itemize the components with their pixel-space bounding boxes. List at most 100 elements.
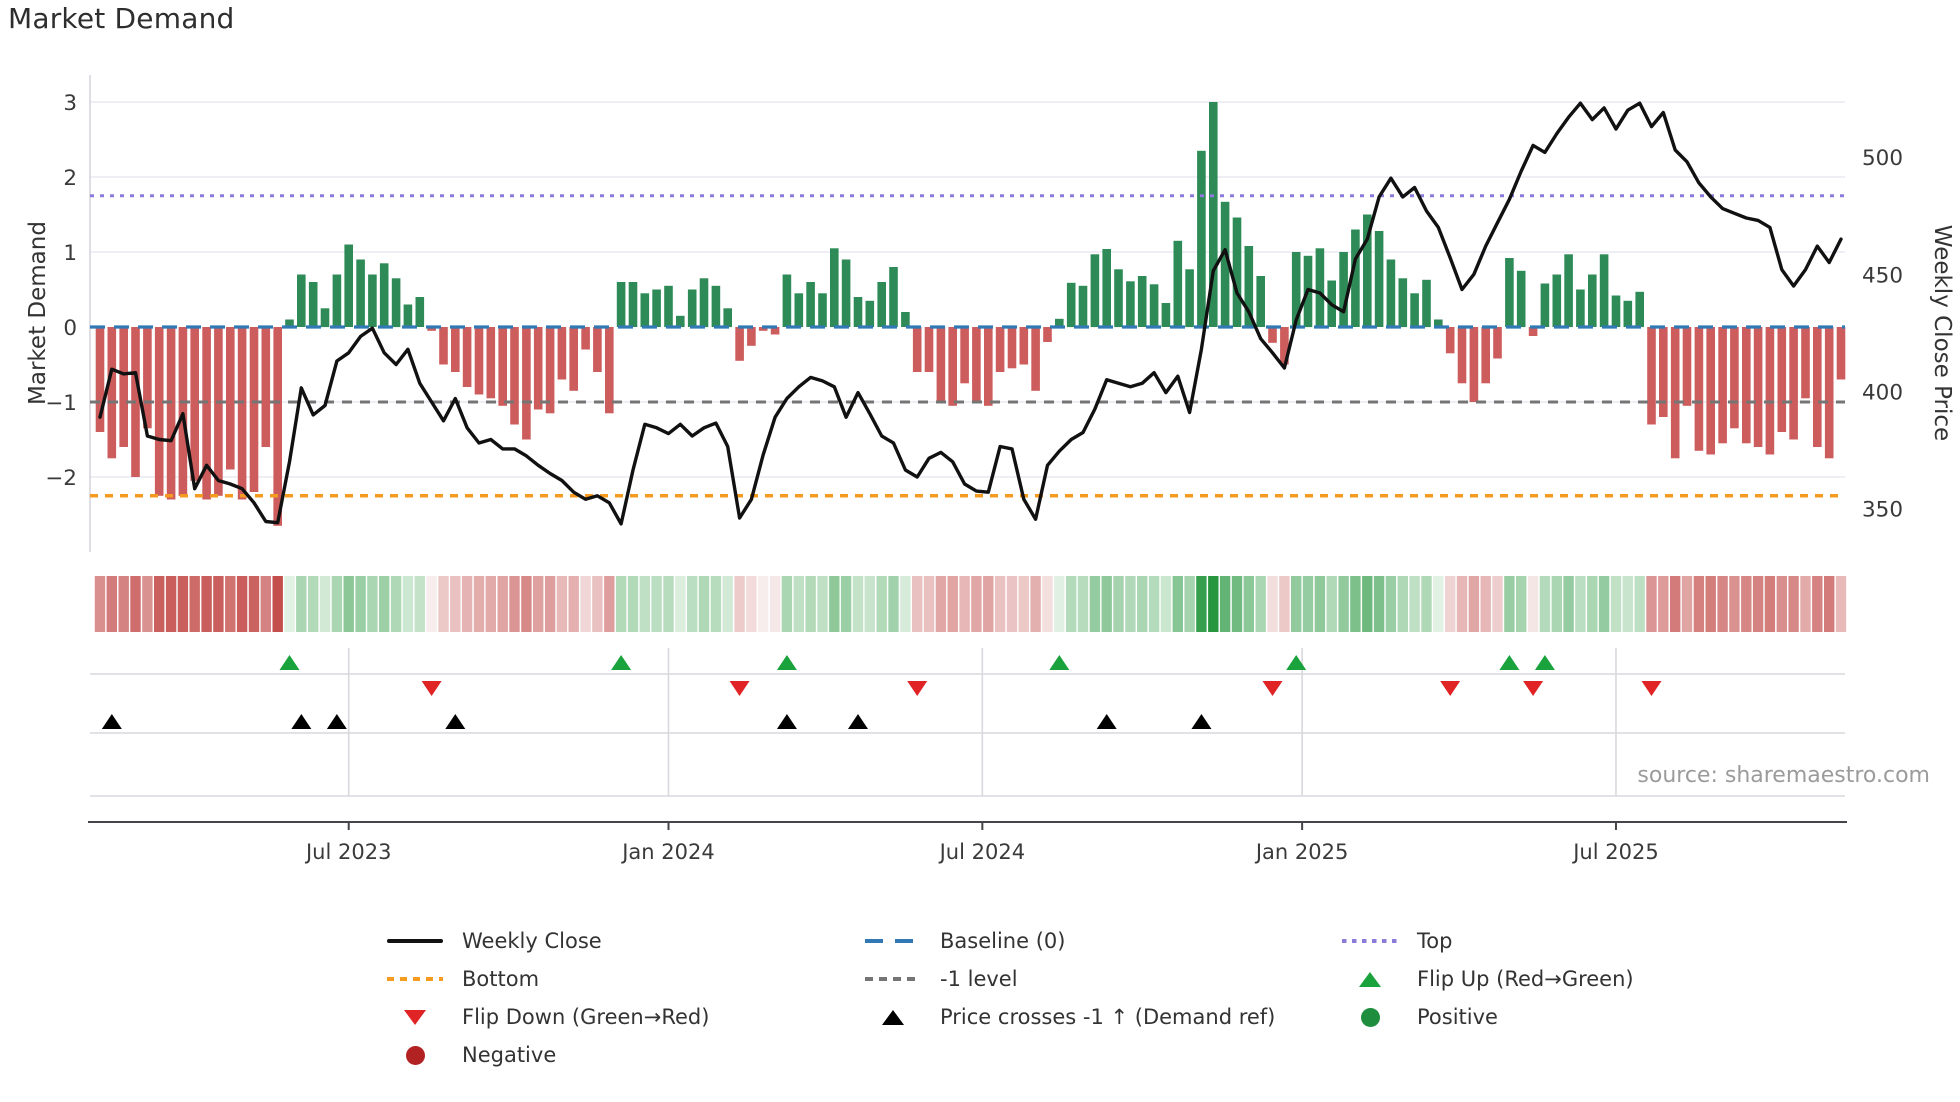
heatmap-cell [1539,576,1551,632]
legend-item: Flip Up (Red→Green) [1340,960,1634,998]
demand-bar [1528,327,1538,336]
heatmap-cell [1634,576,1645,632]
demand-bar [1599,254,1609,328]
demand-bar [1505,258,1514,327]
heatmap-cell [1717,576,1728,632]
heatmap-cell [1137,576,1148,632]
demand-bar [1730,327,1739,429]
demand-bar [1742,327,1751,444]
heatmap-cell [1054,576,1065,632]
demand-bar [332,274,342,327]
heatmap-cell [154,576,165,632]
heatmap-cell [687,576,698,632]
legend-label: Negative [462,1043,557,1067]
heatmap-cell [331,576,343,632]
flip-up-marker [279,655,300,670]
heatmap-cell [840,576,852,632]
demand-bar [486,327,496,399]
demand-bar [1588,274,1597,327]
heatmap-cell [580,576,591,632]
heatmap-cell [355,576,366,632]
heatmap-cell [935,576,947,632]
demand-bar [912,327,922,372]
price-cross-marker [847,714,868,729]
demand-bar [273,327,282,526]
demand-bar [1777,327,1787,432]
heatmap-cell [663,576,674,632]
demand-bar [95,327,105,432]
demand-bar [439,327,448,365]
demand-bar [652,289,661,327]
heatmap-cell [1764,576,1776,632]
heatmap-cell [947,576,958,632]
demand-bar [1102,249,1111,327]
heatmap-cell [402,576,414,632]
demand-bar [1635,291,1644,328]
demand-bar [1043,327,1052,342]
demand-bar [1066,282,1076,328]
heatmap-cell [1350,576,1361,632]
demand-bar [1386,259,1396,327]
heatmap-cell [1089,576,1101,632]
heatmap-cell [1587,576,1598,632]
left-tick-label: 1 [63,241,77,266]
demand-bar [190,327,199,481]
heatmap-cell [769,576,781,632]
heatmap-cell [1148,576,1160,632]
flip-up-marker [1534,655,1555,670]
heatmap-cell [94,576,106,632]
price-cross-marker [326,714,347,729]
heatmap-cell [1563,576,1574,632]
heatmap-cell [177,576,189,632]
heatmap-cell [1302,576,1314,632]
demand-bar [747,327,756,346]
heatmap-cell [509,576,520,632]
source-note: source: sharemaestro.com [1637,763,1930,788]
demand-bar [794,293,804,328]
legend-label: Baseline (0) [940,929,1066,953]
weekly-close-line [98,101,1843,526]
demand-bar [119,327,128,447]
heatmap-cell [1326,576,1337,632]
demand-bar [1753,327,1763,447]
heatmap-cell [1338,576,1349,632]
demand-bar [202,327,211,500]
flip-up-marker [1286,655,1307,670]
demand-bar [249,327,259,492]
demand-bar [1410,293,1419,328]
heatmap-cell [130,576,141,632]
heatmap-cell [675,576,686,632]
demand-bar [1801,327,1810,399]
demand-bar [415,297,425,327]
demand-bar [1256,276,1265,327]
demand-bar [1540,283,1550,327]
heatmap-cell [225,576,236,632]
flip-down-marker [1641,681,1662,696]
heatmap-cell [1670,576,1681,632]
demand-bar [1836,327,1846,380]
heatmap-cell [734,576,745,632]
demand-bar [403,304,413,327]
heatmap-cell [1160,576,1172,632]
heatmap-cell [1101,576,1112,632]
heatmap-cell [758,576,769,632]
heatmap-cell [1421,576,1432,632]
flip-down-marker [421,681,442,696]
demand-bar [1493,327,1502,359]
heatmap-cell [817,576,828,632]
heatmap-cell [118,576,129,632]
flip-up-marker [1049,655,1070,670]
heatmap-cell [248,576,260,632]
heatmap-cell [379,576,390,632]
heatmap-cell [426,576,437,632]
heatmap-cell [781,576,793,632]
heatmap-cell [1835,576,1847,632]
demand-bar [687,289,697,327]
demand-bar [451,327,460,372]
legend-item: -1 level [863,960,1275,998]
heatmap-cell [1255,576,1266,632]
demand-bar [640,293,650,328]
dash-orange-icon [385,977,445,981]
heatmap-cell [793,576,804,632]
